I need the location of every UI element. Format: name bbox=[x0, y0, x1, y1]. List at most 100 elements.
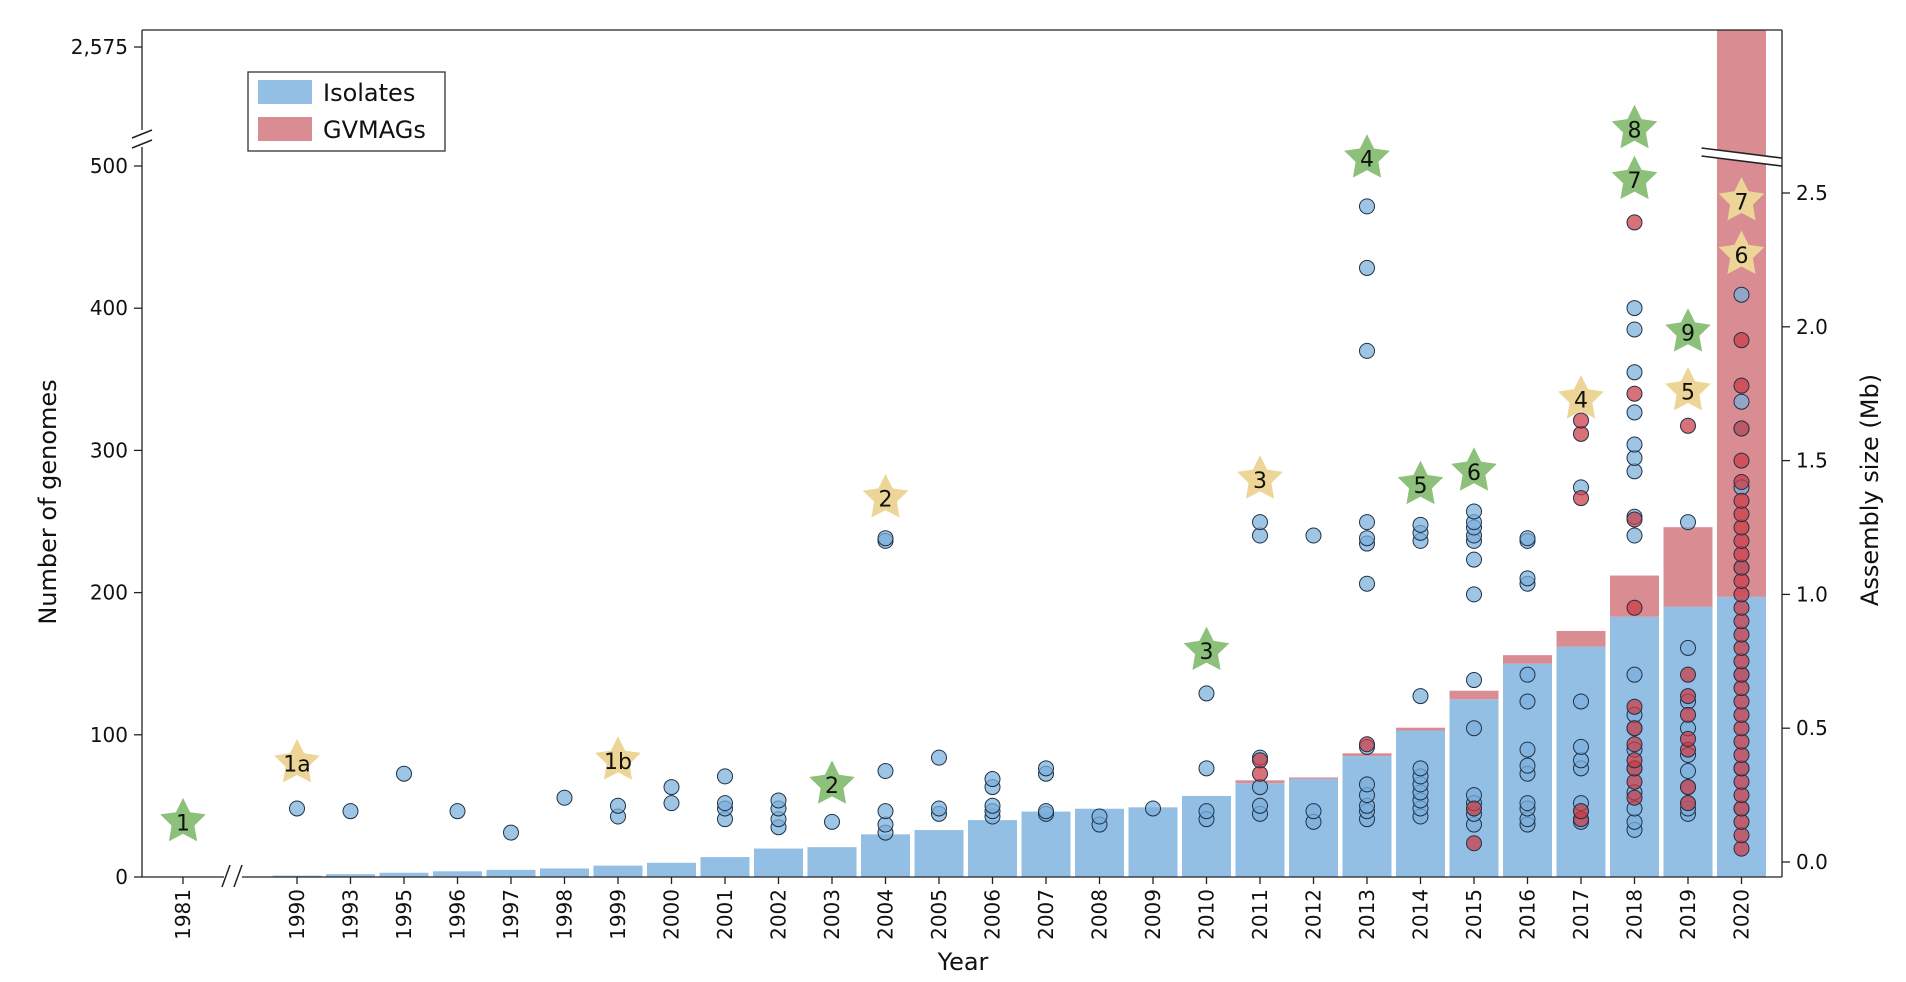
bar-isolates bbox=[326, 874, 375, 877]
isolate-point bbox=[1519, 666, 1536, 683]
isolate-point bbox=[877, 803, 894, 820]
isolate-point bbox=[1519, 741, 1536, 758]
y2-tick-label: 2.0 bbox=[1796, 315, 1828, 339]
bar-isolates bbox=[914, 830, 964, 877]
isolate-point bbox=[1573, 752, 1589, 769]
isolate-point bbox=[1412, 688, 1429, 705]
annotation-star bbox=[1183, 626, 1230, 670]
annotation-label: 1b bbox=[604, 750, 632, 775]
x-tick-label: 2012 bbox=[1302, 889, 1326, 940]
bar-isolates bbox=[1128, 807, 1178, 877]
gvmag-point bbox=[1733, 800, 1750, 817]
gvmag-point bbox=[1573, 803, 1589, 820]
annotation-label: 8 bbox=[1628, 118, 1642, 143]
isolate-point bbox=[1519, 795, 1536, 812]
annotation-label: 7 bbox=[1628, 169, 1642, 194]
legend-label-gvmags: GVMAGs bbox=[323, 116, 426, 144]
gvmag-point bbox=[1680, 730, 1696, 747]
gvmag-point bbox=[1733, 492, 1750, 509]
gvmag-point bbox=[1733, 452, 1750, 469]
gvmag-point bbox=[1626, 773, 1643, 790]
x-tick-label: 1990 bbox=[285, 889, 309, 940]
annotation-star bbox=[809, 760, 855, 804]
bar-isolates bbox=[593, 865, 643, 877]
isolate-point bbox=[1626, 527, 1643, 544]
x-tick-label: 2006 bbox=[981, 889, 1005, 940]
gvmag-point bbox=[1733, 760, 1750, 777]
x-tick-label: 2010 bbox=[1195, 889, 1219, 940]
gvmag-point bbox=[1733, 787, 1750, 804]
y-tick-label: 100 bbox=[90, 723, 128, 747]
annotation-star bbox=[595, 736, 641, 780]
isolate-point bbox=[1038, 760, 1054, 777]
isolate-point bbox=[449, 803, 466, 820]
bar-break-mark bbox=[1701, 147, 1782, 159]
gvmag-point bbox=[1733, 773, 1750, 790]
x-tick-label: 2020 bbox=[1730, 889, 1754, 940]
bar-isolates bbox=[861, 834, 910, 877]
gvmag-point bbox=[1680, 795, 1696, 812]
isolate-point bbox=[1626, 436, 1643, 453]
annotation-label: 1a bbox=[283, 752, 310, 777]
annotation-label: 4 bbox=[1574, 389, 1588, 414]
x-tick-label: 2016 bbox=[1516, 889, 1540, 940]
bar-isolates bbox=[647, 862, 696, 877]
annotation-star bbox=[1451, 447, 1497, 491]
isolate-point bbox=[1626, 321, 1643, 338]
isolate-point bbox=[663, 795, 680, 812]
y2-tick-label: 1.5 bbox=[1796, 449, 1828, 473]
isolate-point bbox=[1412, 760, 1429, 777]
x-tick-label: 2005 bbox=[927, 889, 951, 940]
isolate-point bbox=[1359, 514, 1375, 531]
isolate-point bbox=[1626, 463, 1643, 480]
axes-layer: 0 100 200 300 400 500 2,575 0.0 0.5 1.0 1.5 2.0 2.5 1… bbox=[71, 29, 1828, 940]
isolate-point bbox=[1252, 797, 1268, 814]
gvmag-point bbox=[1626, 385, 1643, 402]
gvmag-point bbox=[1626, 511, 1643, 528]
gvmag-point bbox=[1733, 519, 1750, 536]
gvmag-point bbox=[1680, 666, 1696, 683]
bar-gvmags bbox=[1663, 527, 1713, 607]
gvmag-point bbox=[1680, 706, 1696, 723]
isolate-point bbox=[556, 789, 573, 806]
gvmag-point bbox=[1733, 626, 1750, 643]
gvmag-point bbox=[1733, 586, 1750, 603]
legend-label-isolates: Isolates bbox=[323, 79, 415, 107]
bar-gvmags bbox=[1556, 630, 1606, 647]
x-tick-label: 2002 bbox=[767, 889, 791, 940]
isolate-point bbox=[503, 824, 519, 841]
bar-isolates bbox=[379, 872, 429, 877]
isolate-point bbox=[1466, 503, 1482, 520]
y-axis-title: Number of genomes bbox=[34, 379, 62, 624]
gvmag-point bbox=[1359, 736, 1375, 753]
isolate-point bbox=[1359, 575, 1375, 592]
isolate-point bbox=[1359, 342, 1375, 359]
gvmag-point bbox=[1733, 573, 1750, 590]
isolate-point bbox=[1626, 813, 1643, 830]
isolate-point bbox=[1626, 449, 1643, 466]
x-tick-label: 2013 bbox=[1355, 889, 1379, 940]
annotation-star bbox=[274, 739, 320, 783]
bar-break-mark bbox=[1701, 155, 1782, 167]
isolate-point bbox=[1680, 763, 1696, 780]
isolate-point bbox=[1626, 300, 1643, 317]
isolate-point bbox=[1145, 800, 1161, 817]
annotation-label: 4 bbox=[1360, 148, 1374, 173]
annotation-label: 9 bbox=[1681, 322, 1695, 347]
bar-isolates bbox=[807, 847, 857, 877]
gvmag-point bbox=[1466, 835, 1482, 852]
gvmag-point bbox=[1733, 613, 1750, 630]
isolate-point bbox=[1466, 551, 1482, 568]
gvmag-point bbox=[1733, 599, 1750, 616]
gvmag-point bbox=[1733, 639, 1750, 656]
gvmag-point bbox=[1733, 506, 1750, 523]
y2-tick-label: 1.0 bbox=[1796, 582, 1828, 606]
gvmag-point bbox=[1733, 420, 1750, 437]
isolate-point bbox=[1412, 516, 1429, 533]
x-tick-label: 1981 bbox=[171, 889, 195, 940]
annotation-label: 3 bbox=[1200, 640, 1214, 665]
isolate-point bbox=[1680, 514, 1696, 531]
gvmag-point bbox=[1626, 736, 1643, 753]
isolate-point bbox=[1038, 803, 1054, 820]
